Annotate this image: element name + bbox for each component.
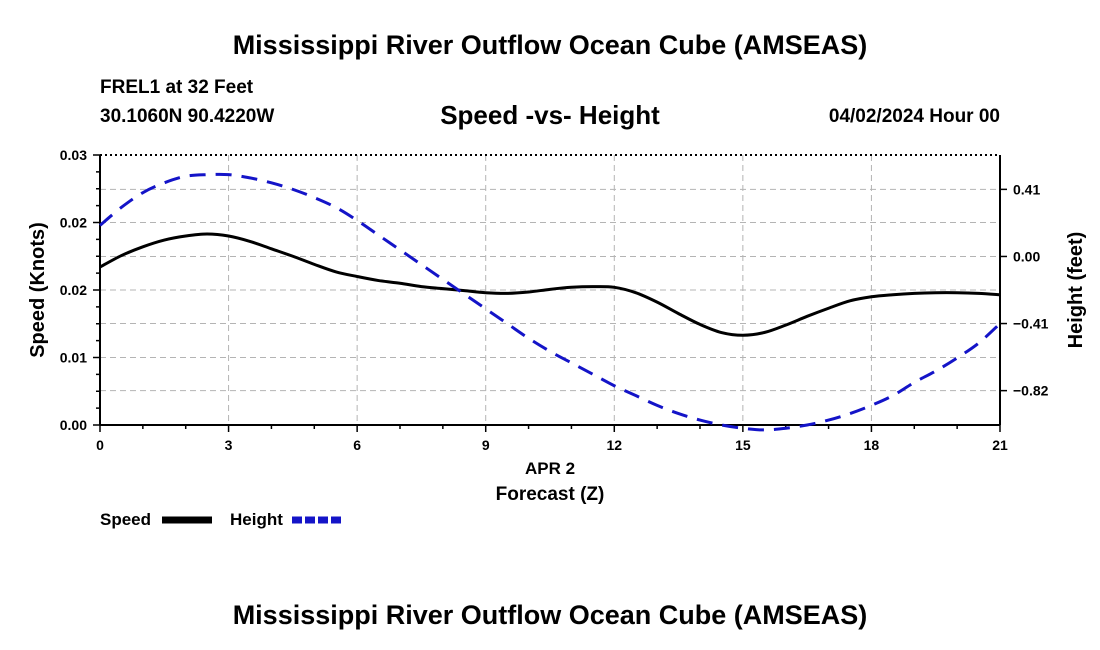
y-tick-label-0: 0.00 [60, 417, 87, 433]
forecast-datetime: 04/02/2024 Hour 00 [828, 106, 1000, 127]
legend-label-speed: Speed [100, 510, 152, 529]
series-line-height [99, 172, 1002, 432]
x-tick-label-0: 0 [96, 437, 104, 453]
y2-tick-label-2: −0.41 [1013, 316, 1049, 332]
series-line-speed [99, 232, 1001, 337]
x-tick-label-9: 9 [482, 437, 490, 453]
x-axis-label: Forecast (Z) [496, 484, 605, 505]
legend-label-height: Height [230, 510, 283, 529]
y2-tick-label-1: 0.00 [1013, 248, 1040, 264]
x-tick-label-12: 12 [606, 437, 622, 453]
x-tick-label-18: 18 [864, 437, 880, 453]
y-tick-label-3: 0.02 [60, 215, 87, 231]
x-tick-label-6: 6 [353, 437, 361, 453]
y2-tick-label-0: 0.41 [1013, 181, 1040, 197]
x-axis-date-label: APR 2 [525, 459, 575, 478]
x-tick-label-3: 3 [225, 437, 233, 453]
station-coordinates: 30.1060N 90.4220W [100, 106, 275, 127]
chart-title: Mississippi River Outflow Ocean Cube (AM… [232, 30, 868, 60]
chart-subtitle: Speed -vs- Height [440, 100, 660, 130]
y-tick-label-1: 0.01 [60, 350, 87, 366]
y-tick-label-4: 0.03 [60, 147, 87, 163]
y2-tick-label-3: −0.82 [1013, 383, 1049, 399]
y-tick-label-2: 0.02 [60, 282, 87, 298]
footer-title: Mississippi River Outflow Ocean Cube (AM… [232, 600, 868, 630]
y2-axis-label: Height (feet) [1065, 232, 1087, 349]
station-label: FREL1 at 32 Feet [100, 77, 254, 98]
x-tick-label-15: 15 [735, 437, 751, 453]
y-axis-label: Speed (Knots) [27, 222, 49, 358]
x-tick-label-21: 21 [992, 437, 1008, 453]
